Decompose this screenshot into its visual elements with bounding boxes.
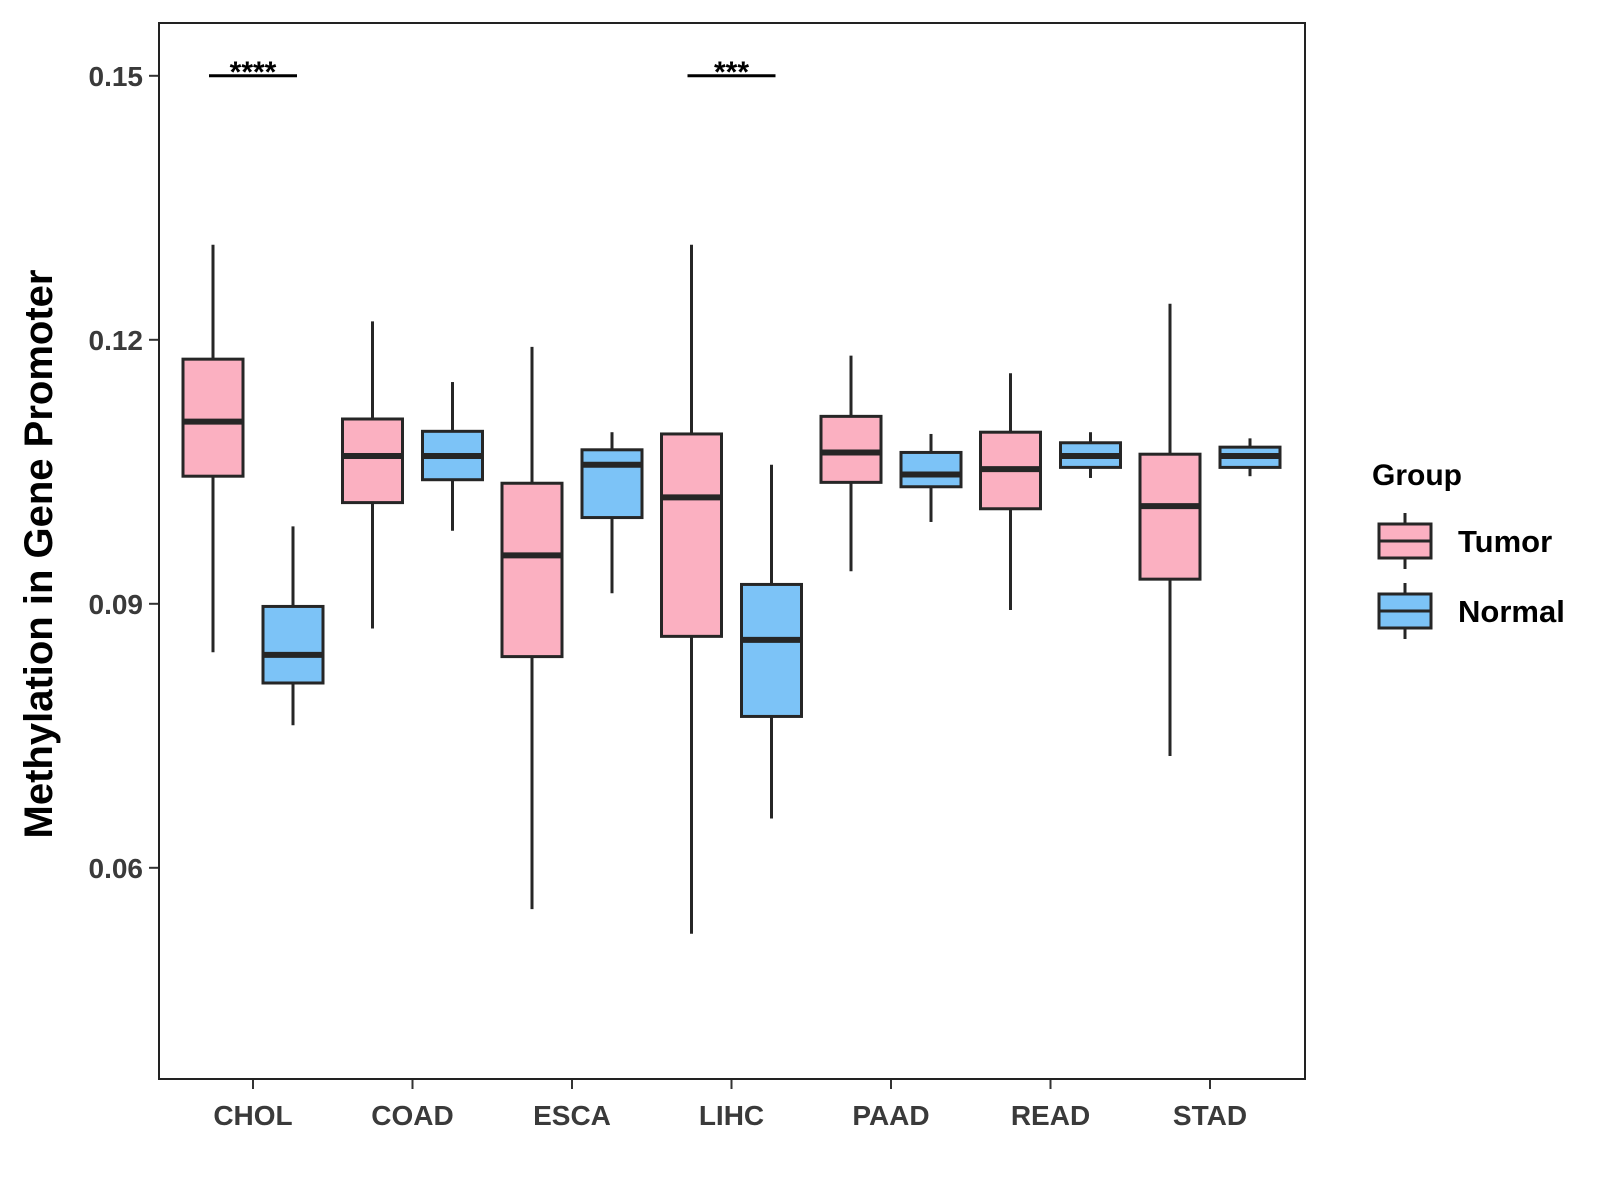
x-tick-label-esca: ESCA bbox=[533, 1100, 611, 1131]
box-tumor-esca bbox=[500, 346, 564, 910]
x-tick-label-chol: CHOL bbox=[213, 1100, 292, 1131]
significance-annotations: **** *** bbox=[209, 56, 776, 89]
box-iqr bbox=[899, 450, 963, 489]
x-tick-label-lihc: LIHC bbox=[699, 1100, 764, 1131]
significance-label: *** bbox=[714, 56, 749, 89]
box-iqr bbox=[819, 414, 883, 484]
box-tumor-coad bbox=[341, 321, 404, 629]
box-series bbox=[181, 244, 1282, 934]
box-normal-lihc bbox=[740, 464, 803, 819]
box-tumor-stad bbox=[1138, 303, 1202, 757]
y-tick-label: 0.06 bbox=[89, 853, 144, 884]
x-tick-label-read: READ bbox=[1011, 1100, 1090, 1131]
y-tick-label: 0.09 bbox=[89, 589, 144, 620]
box-iqr bbox=[1138, 452, 1202, 581]
box-tumor-read bbox=[979, 373, 1042, 610]
legend-label: Normal bbox=[1458, 594, 1565, 629]
box-normal-read bbox=[1059, 432, 1122, 478]
box-tumor-paad bbox=[819, 355, 883, 572]
legend: Group Tumor Normal bbox=[1372, 459, 1565, 639]
box-normal-stad bbox=[1218, 438, 1282, 477]
box-normal-esca bbox=[580, 432, 644, 594]
legend-title: Group bbox=[1372, 459, 1462, 492]
box-iqr bbox=[660, 432, 723, 638]
y-tick-label: 0.12 bbox=[89, 325, 144, 356]
legend-label: Tumor bbox=[1458, 524, 1552, 559]
x-axis-ticks: CHOL COAD ESCA LIHC PAAD READ STAD bbox=[213, 1079, 1247, 1131]
y-axis-title: Methylation in Gene Promoter bbox=[17, 270, 61, 839]
significance-label: **** bbox=[230, 56, 277, 89]
box-iqr bbox=[580, 448, 644, 520]
box-iqr bbox=[181, 357, 245, 478]
box-tumor-chol bbox=[181, 244, 245, 653]
box-iqr bbox=[500, 481, 564, 659]
box-normal-chol bbox=[261, 526, 325, 726]
y-axis-ticks: 0.06 0.09 0.12 0.15 bbox=[89, 61, 159, 884]
x-tick-label-stad: STAD bbox=[1173, 1100, 1247, 1131]
box-tumor-lihc bbox=[660, 244, 723, 934]
legend-entry-normal: Normal bbox=[1377, 583, 1565, 639]
legend-entries: Tumor Normal bbox=[1377, 513, 1565, 639]
box-iqr bbox=[341, 417, 404, 505]
box-normal-paad bbox=[899, 433, 963, 522]
x-tick-label-coad: COAD bbox=[371, 1100, 453, 1131]
legend-entry-tumor: Tumor bbox=[1377, 513, 1552, 569]
y-tick-label: 0.15 bbox=[89, 61, 144, 92]
box-normal-coad bbox=[421, 382, 484, 531]
plot-panel-border bbox=[158, 22, 1306, 1080]
box-iqr bbox=[740, 582, 803, 718]
box-iqr bbox=[261, 604, 325, 685]
x-tick-label-paad: PAAD bbox=[852, 1100, 929, 1131]
